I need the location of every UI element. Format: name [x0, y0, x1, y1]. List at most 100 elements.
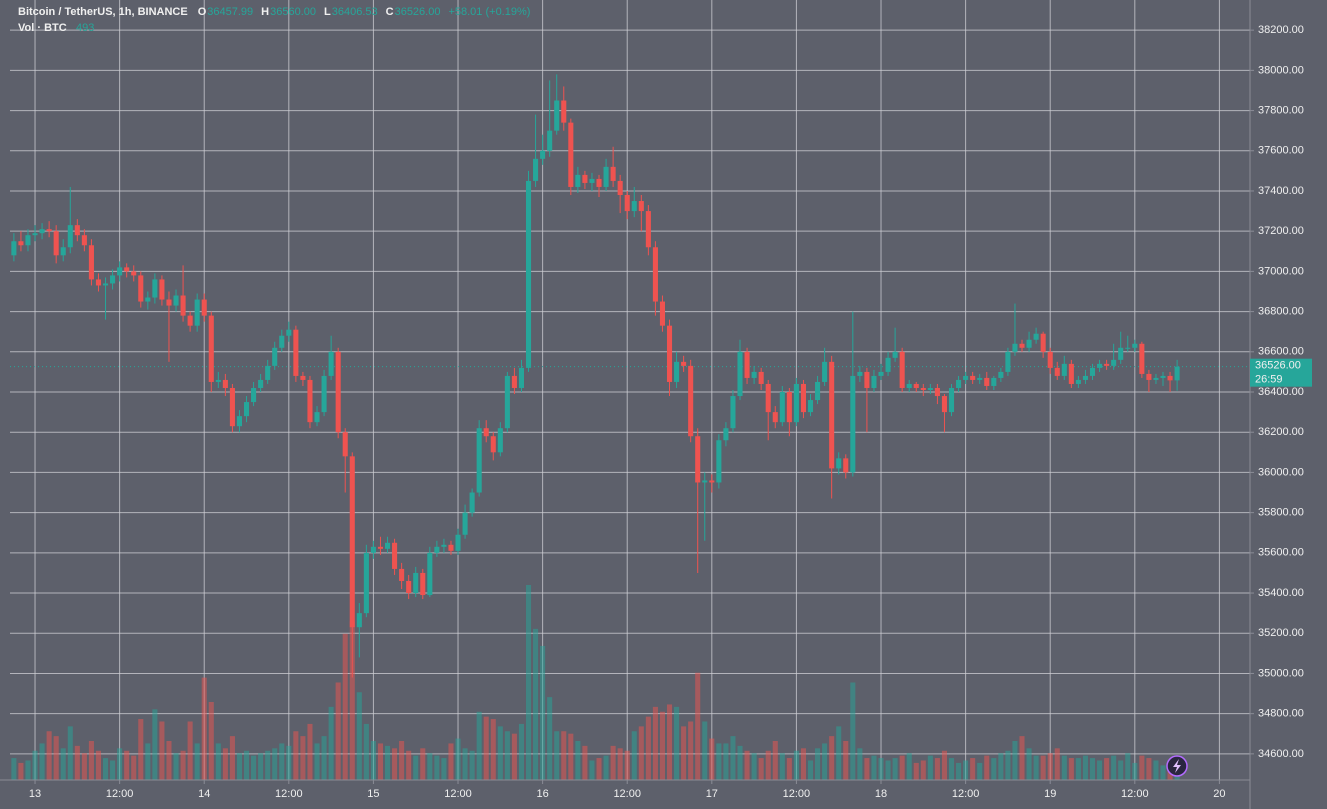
- candle-body: [892, 351, 898, 358]
- volume-bar: [258, 753, 264, 780]
- axes: 34600.00 34800.00 35000.00 35200.00 35400.00…: [29, 24, 1312, 800]
- volume-bar: [138, 719, 144, 780]
- candle-body: [110, 275, 116, 284]
- symbol-title: Bitcoin / TetherUS, 1h, BINANCE: [18, 6, 188, 18]
- candle-body: [173, 295, 179, 306]
- candle-body: [328, 351, 334, 376]
- candle-body: [413, 572, 419, 594]
- volume-bar: [666, 704, 673, 780]
- volume-bar: [617, 748, 623, 780]
- volume-bar: [1089, 758, 1096, 780]
- volume-bar: [46, 731, 52, 780]
- candle-body: [674, 361, 680, 382]
- candle-body: [81, 235, 87, 246]
- candle-body: [624, 195, 630, 212]
- candle-body: [124, 267, 130, 272]
- candle-body: [709, 480, 715, 483]
- volume-bar: [1054, 748, 1060, 780]
- candle-body: [25, 235, 31, 246]
- y-tick-label: 36000.00: [1258, 466, 1304, 478]
- candle-body: [645, 211, 651, 248]
- candle-body: [427, 552, 433, 596]
- volume-bar: [497, 726, 503, 780]
- volume-bar: [490, 719, 496, 780]
- volume-bar: [843, 741, 849, 780]
- candle-body: [1132, 343, 1138, 348]
- candle-body: [1104, 363, 1110, 366]
- candle-body: [885, 357, 891, 372]
- candle-body: [1089, 367, 1096, 376]
- candle-body: [102, 283, 109, 286]
- volume-value: 493: [76, 22, 94, 34]
- candle-body: [1139, 343, 1145, 374]
- x-tick-label: 13: [29, 788, 41, 800]
- candle-body: [462, 512, 468, 535]
- indicator-button[interactable]: [1166, 755, 1188, 777]
- volume-bar: [970, 758, 976, 780]
- volume-bar: [941, 750, 947, 780]
- volume-bar: [913, 762, 919, 780]
- volume-bar: [166, 741, 172, 780]
- volume-bar: [173, 753, 179, 780]
- y-tick-label: 36600.00: [1258, 346, 1304, 358]
- volume-bar: [159, 721, 165, 780]
- volume-bar: [1111, 755, 1117, 780]
- candle-body: [251, 387, 257, 403]
- price-tag-label: 36526.00: [1255, 360, 1301, 372]
- candle-body: [984, 377, 990, 386]
- candle-body: [222, 379, 228, 388]
- y-tick-label: 34800.00: [1258, 708, 1304, 720]
- candle-body: [998, 371, 1004, 378]
- volume-bar: [1012, 741, 1018, 780]
- volume-bar: [201, 677, 207, 780]
- volume-bar: [413, 755, 419, 780]
- x-tick-label: 19: [1044, 788, 1056, 800]
- candle-body: [956, 379, 962, 388]
- volume-bar: [716, 743, 722, 780]
- candle-body: [765, 383, 771, 413]
- volume-bar: [638, 726, 644, 780]
- volume-bar: [335, 682, 341, 780]
- volume-bar: [899, 755, 905, 780]
- candle-body: [441, 544, 447, 547]
- y-tick-label: 35000.00: [1258, 667, 1304, 679]
- volume-bar: [194, 743, 200, 780]
- candle-body: [899, 351, 905, 388]
- candle-body: [258, 379, 264, 388]
- volume-bar: [652, 706, 658, 780]
- volume-bar: [674, 706, 680, 780]
- candle-body: [666, 325, 673, 382]
- volume-bar: [406, 750, 412, 780]
- candle-body: [716, 440, 722, 483]
- volume-bar: [977, 762, 983, 780]
- candle-body: [342, 432, 348, 457]
- candle-body: [166, 299, 172, 306]
- candle-body: [793, 383, 799, 423]
- volume-bar: [871, 755, 877, 780]
- volume-bar: [370, 741, 376, 780]
- y-tick-label: 37000.00: [1258, 265, 1304, 277]
- volume-bar: [1075, 758, 1081, 780]
- volume-bar: [32, 750, 38, 780]
- candle-body: [448, 544, 454, 551]
- volume-bar: [737, 745, 743, 780]
- volume-bar: [695, 672, 701, 780]
- volume-bar: [145, 743, 151, 780]
- x-tick-label: 15: [367, 788, 379, 800]
- volume-bar: [991, 758, 997, 780]
- volume-bar: [81, 753, 87, 780]
- candle-body: [511, 375, 517, 388]
- candle-body: [117, 267, 123, 276]
- candle-body: [829, 361, 835, 469]
- volume-bar: [561, 731, 567, 780]
- volume-bar: [709, 738, 715, 780]
- y-tick-label: 35800.00: [1258, 507, 1304, 519]
- volume-bar: [864, 758, 870, 780]
- volume-bar: [554, 731, 560, 780]
- volume-bar: [399, 741, 405, 780]
- volume-bar: [829, 736, 835, 780]
- candle-body: [1054, 367, 1060, 376]
- ohlc-value: 36406.53: [332, 6, 378, 18]
